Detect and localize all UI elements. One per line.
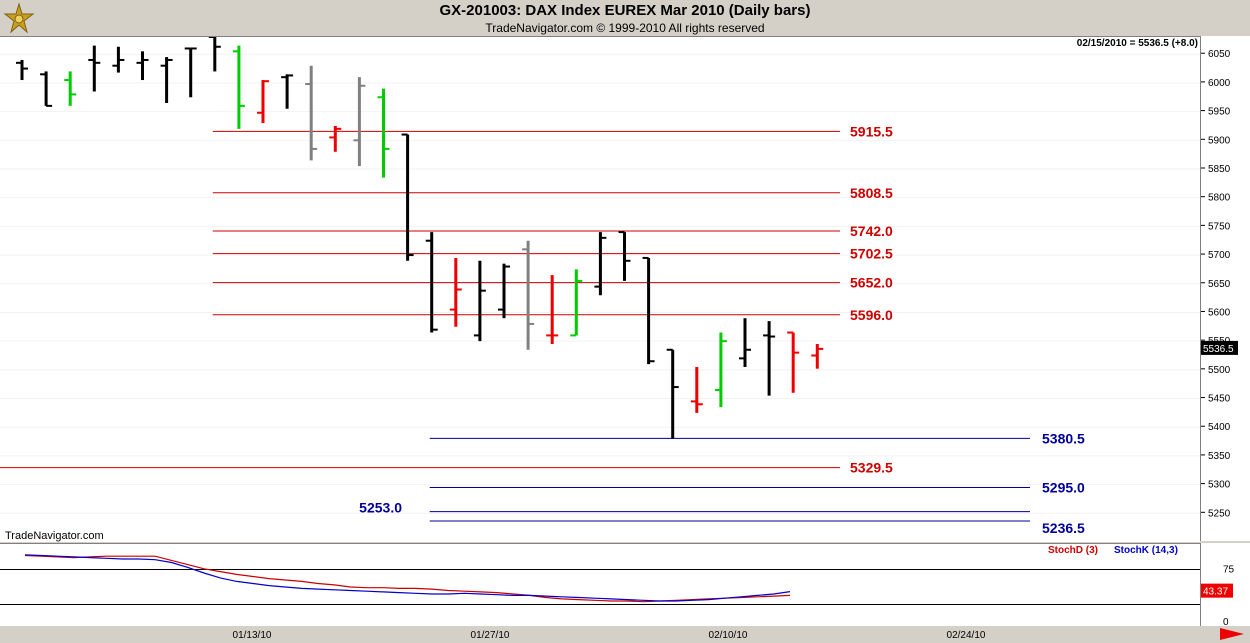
stochastic-axis-ticks: 0 75 43.37 bbox=[1201, 565, 1235, 626]
level-label: 5652.0 bbox=[850, 275, 893, 291]
ohlc-bar bbox=[112, 46, 125, 73]
level-label: 5742.0 bbox=[850, 223, 893, 239]
ohlc-bar bbox=[208, 37, 221, 72]
ohlc-bar bbox=[136, 51, 149, 81]
price-tick-label: 5800 bbox=[1208, 193, 1231, 204]
price-tick-label: 5500 bbox=[1208, 365, 1231, 376]
date-tick-label: 01/27/10 bbox=[471, 630, 510, 641]
stoch-series-line bbox=[24, 554, 791, 603]
price-tick-label: 5650 bbox=[1208, 279, 1231, 290]
price-tick-label: 6000 bbox=[1208, 78, 1231, 89]
stoch-last-label: 43.37 bbox=[1203, 587, 1228, 598]
ohlc-bar bbox=[714, 332, 727, 408]
ohlc-bar bbox=[329, 125, 342, 152]
ohlc-bar bbox=[449, 257, 462, 327]
watermark: TradeNavigator.com bbox=[5, 530, 104, 542]
ohlc-bar bbox=[739, 318, 751, 367]
level-label: 5596.0 bbox=[850, 307, 893, 323]
ohlc-bar bbox=[690, 366, 703, 413]
stochastic-axis[interactable]: 0 75 43.37 bbox=[1200, 543, 1250, 626]
level-label: 5329.5 bbox=[850, 460, 893, 476]
ohlc-bar bbox=[666, 348, 679, 439]
price-tick-label: 5250 bbox=[1208, 508, 1231, 519]
stoch-tick-label: 0 bbox=[1223, 617, 1229, 626]
ohlc-bar bbox=[787, 331, 800, 393]
ohlc-bar bbox=[64, 71, 77, 106]
price-tick-label: 5850 bbox=[1208, 164, 1231, 175]
chart-subtitle: TradeNavigator.com © 1999-2010 All right… bbox=[485, 21, 765, 35]
ohlc-bar bbox=[763, 321, 776, 396]
stoch-tick-label: 75 bbox=[1223, 565, 1235, 576]
level-label: 5253.0 bbox=[359, 500, 402, 516]
price-tick-label: 6050 bbox=[1208, 49, 1231, 60]
ohlc-bar bbox=[40, 71, 53, 107]
price-tick-label: 5450 bbox=[1208, 394, 1231, 405]
price-tick-label: 5750 bbox=[1208, 221, 1231, 232]
stochd-legend: StochD (3) bbox=[1048, 545, 1098, 556]
ohlc-bar bbox=[160, 57, 173, 103]
price-tick-label: 5950 bbox=[1208, 107, 1231, 118]
level-label: 5236.5 bbox=[1042, 520, 1085, 536]
date-tick-label: 02/24/10 bbox=[947, 630, 986, 641]
stochastic-chart bbox=[0, 554, 1200, 605]
ohlc-bar bbox=[377, 88, 390, 178]
ohlc-bar bbox=[401, 133, 414, 261]
level-label: 5380.5 bbox=[1042, 430, 1085, 446]
chart-title: GX-201003: DAX Index EUREX Mar 2010 (Dai… bbox=[439, 2, 811, 19]
stochk-legend: StochK (14,3) bbox=[1114, 545, 1178, 556]
ohlc-bar bbox=[16, 59, 28, 81]
stoch-series-line bbox=[24, 554, 791, 602]
ohlc-bar bbox=[305, 65, 318, 161]
ohlc-bar bbox=[88, 45, 101, 92]
ohlc-bar bbox=[232, 45, 245, 129]
ohlc-bar bbox=[257, 80, 269, 124]
level-label: 5808.5 bbox=[850, 185, 893, 201]
ohlc-bar bbox=[425, 232, 438, 333]
last-price-label: 5536.5 bbox=[1203, 344, 1234, 355]
price-tick-label: 5300 bbox=[1208, 480, 1231, 491]
price-tick-label: 5350 bbox=[1208, 451, 1231, 462]
ohlc-bar bbox=[618, 231, 631, 281]
ohlc-bar bbox=[473, 260, 486, 342]
level-label: 5702.5 bbox=[850, 246, 893, 262]
ohlc-bar bbox=[281, 74, 294, 109]
stoch-last-box bbox=[1201, 583, 1233, 598]
price-readout: 02/15/2010 = 5536.5 (+8.0) bbox=[1076, 38, 1198, 49]
price-chart: 5915.5 5808.5 5742.0 5702.5 5652.0 5596.0 5380… bbox=[0, 37, 1200, 536]
ohlc-bar bbox=[353, 77, 366, 167]
price-tick-label: 5900 bbox=[1208, 135, 1231, 146]
ohlc-bar bbox=[522, 240, 535, 350]
ohlc-bar bbox=[546, 275, 559, 345]
last-price-box bbox=[1201, 340, 1238, 355]
tradenavigator-logo-icon bbox=[2, 2, 36, 36]
ohlc-bar bbox=[594, 232, 607, 296]
price-axis[interactable]: 5250530053505400545055005550560056505700… bbox=[1200, 36, 1250, 541]
date-axis-ticks: 01/13/10 01/27/10 02/10/10 02/24/10 bbox=[233, 630, 986, 641]
stochastic-panel[interactable] bbox=[0, 543, 1200, 627]
ohlc-bar bbox=[642, 256, 655, 365]
scroll-right-arrow-icon[interactable] bbox=[1220, 628, 1244, 640]
ohlc-bar bbox=[498, 263, 510, 319]
price-tick-label: 5400 bbox=[1208, 422, 1231, 433]
date-tick-label: 02/10/10 bbox=[709, 630, 748, 641]
level-label: 5295.0 bbox=[1042, 479, 1085, 495]
ohlc-bar bbox=[570, 269, 583, 337]
level-label: 5915.5 bbox=[850, 123, 893, 139]
date-axis[interactable]: 01/13/10 01/27/10 02/10/10 02/24/10 bbox=[0, 626, 1250, 643]
price-axis-ticks: 5250530053505400545055005550560056505700… bbox=[1201, 49, 1238, 519]
price-tick-label: 5700 bbox=[1208, 250, 1231, 261]
price-tick-label: 5600 bbox=[1208, 307, 1231, 318]
date-tick-label: 01/13/10 bbox=[233, 630, 272, 641]
ohlc-bar bbox=[811, 344, 824, 369]
ohlc-bar bbox=[184, 47, 197, 98]
price-panel[interactable]: 5915.5 5808.5 5742.0 5702.5 5652.0 5596.0 5380… bbox=[0, 36, 1200, 542]
